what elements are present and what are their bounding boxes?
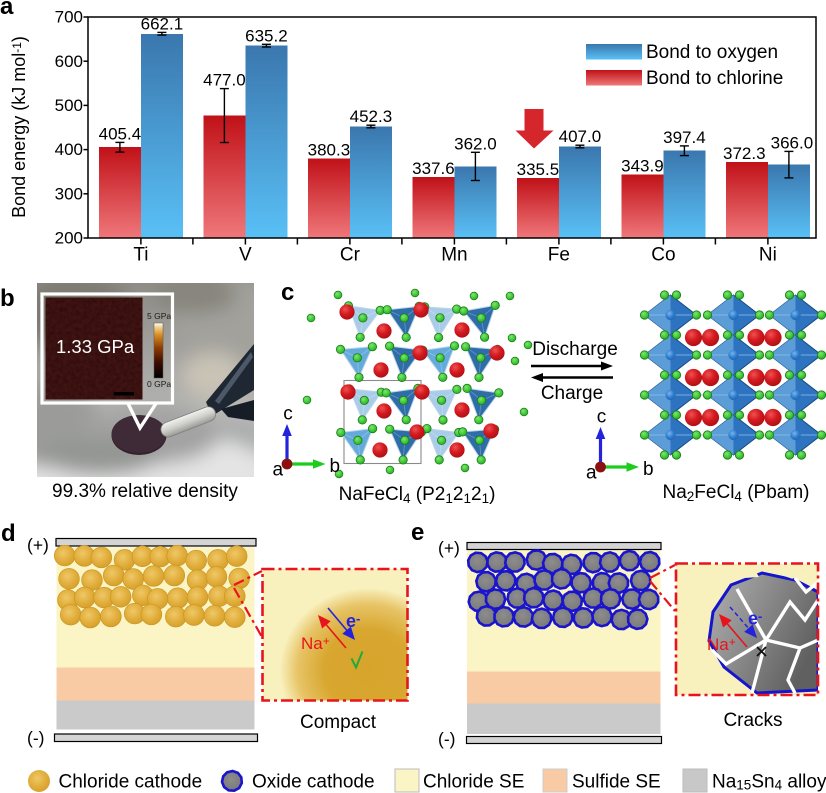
svg-text:405.4: 405.4	[99, 124, 142, 143]
svg-text:Cr: Cr	[340, 245, 361, 266]
svg-text:99.3% relative density: 99.3% relative density	[52, 481, 238, 502]
svg-text:335.5: 335.5	[517, 160, 560, 179]
svg-text:Sulfide SE: Sulfide SE	[572, 772, 661, 793]
svg-text:e: e	[411, 519, 424, 546]
svg-text:477.0: 477.0	[203, 71, 246, 90]
svg-text:Fe: Fe	[548, 245, 570, 266]
svg-text:372.3: 372.3	[723, 144, 766, 163]
svg-text:Ti: Ti	[133, 245, 148, 266]
svg-text:400: 400	[55, 140, 83, 159]
svg-text:662.1: 662.1	[141, 14, 184, 33]
svg-text:Mn: Mn	[441, 245, 467, 266]
svg-text:NaFeCl4 (P212121): NaFeCl4 (P212121)	[339, 484, 496, 506]
svg-text:300: 300	[55, 184, 83, 203]
svg-text:600: 600	[55, 52, 83, 71]
svg-text:c: c	[281, 279, 294, 306]
svg-text:a: a	[586, 463, 597, 484]
svg-text:V: V	[239, 245, 252, 266]
svg-text:b: b	[330, 456, 341, 477]
svg-text:362.0: 362.0	[454, 134, 497, 153]
svg-text:Bond energy (kJ mol-1): Bond energy (kJ mol-1)	[9, 36, 29, 218]
svg-text:a: a	[0, 0, 14, 20]
svg-text:e-: e-	[748, 609, 762, 629]
svg-text:b: b	[643, 459, 654, 480]
svg-text:200: 200	[55, 229, 83, 248]
svg-text:Na2FeCl4 (Pbam): Na2FeCl4 (Pbam)	[662, 482, 809, 504]
svg-text:b: b	[0, 285, 15, 312]
svg-text:d: d	[1, 520, 16, 547]
svg-text:(-): (-)	[27, 728, 44, 748]
svg-text:Co: Co	[651, 245, 675, 266]
svg-text:Compact: Compact	[300, 712, 377, 733]
svg-text:Bond to oxygen: Bond to oxygen	[646, 42, 778, 63]
svg-text:366.0: 366.0	[771, 133, 814, 152]
svg-text:337.6: 337.6	[412, 159, 455, 178]
svg-text:e-: e-	[346, 611, 360, 631]
svg-text:Chloride cathode: Chloride cathode	[59, 772, 203, 793]
svg-text:Na+: Na+	[301, 634, 330, 653]
svg-text:700: 700	[55, 8, 83, 27]
svg-text:407.0: 407.0	[559, 127, 602, 146]
svg-text:500: 500	[55, 96, 83, 115]
svg-text:380.3: 380.3	[308, 140, 351, 159]
svg-text:Chloride SE: Chloride SE	[423, 772, 524, 793]
svg-text:635.2: 635.2	[245, 26, 288, 45]
svg-text:Ni: Ni	[759, 245, 777, 266]
svg-text:(+): (+)	[27, 535, 49, 555]
svg-text:c: c	[283, 404, 293, 425]
svg-text:Na+: Na+	[707, 635, 736, 654]
svg-text:Bond to chlorine: Bond to chlorine	[646, 68, 783, 89]
svg-text:452.3: 452.3	[350, 107, 393, 126]
svg-text:1.33 GPa: 1.33 GPa	[56, 336, 135, 357]
svg-text:a: a	[273, 460, 284, 481]
svg-text:(-): (-)	[438, 729, 455, 749]
svg-text:0 GPa: 0 GPa	[147, 379, 171, 389]
svg-text:Na15Sn4 alloy: Na15Sn4 alloy	[712, 772, 826, 793]
svg-text:Oxide cathode: Oxide cathode	[252, 772, 375, 793]
svg-text:397.4: 397.4	[663, 128, 706, 147]
svg-text:(+): (+)	[438, 538, 460, 558]
svg-text:Charge: Charge	[541, 383, 603, 404]
svg-text:343.9: 343.9	[621, 156, 664, 175]
svg-text:5 GPa: 5 GPa	[147, 311, 171, 321]
svg-text:Discharge: Discharge	[532, 339, 618, 360]
svg-text:Cracks: Cracks	[723, 710, 782, 731]
svg-text:c: c	[597, 407, 607, 428]
